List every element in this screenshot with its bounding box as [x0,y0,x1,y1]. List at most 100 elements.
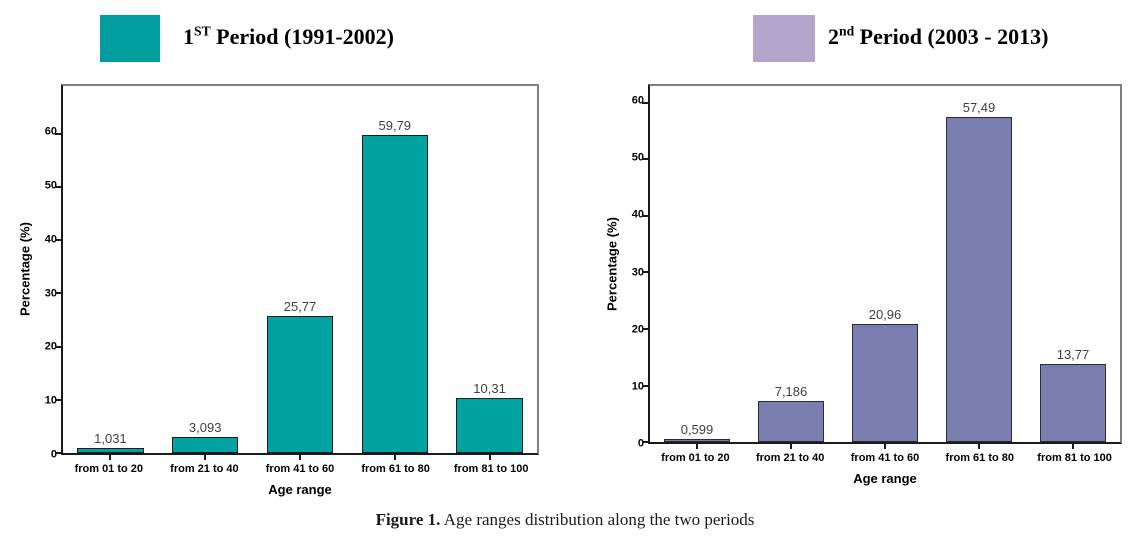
x-tick-label: from 01 to 20 [74,463,144,475]
bar-value-label: 1,031 [94,430,127,446]
bars-container: 0,599 7,186 20,96 57,49 13,77 [650,86,1120,449]
bar-from-01-to-20: 0,599 [664,422,730,442]
y-tick-mark [55,452,61,454]
legend-swatch-period2 [753,15,815,62]
y-tick-mark [55,239,61,242]
y-tick-mark [55,292,61,295]
y-tick-label: 60 [631,94,644,107]
y-tick-mark [642,384,648,387]
y-axis-tick-labels: 0 10 20 30 40 50 60 [35,84,61,460]
y-tick-label: 40 [631,208,644,221]
y-tick-mark [642,271,648,274]
figure-caption: Figure 1. Age ranges distribution along … [0,510,1130,530]
y-tick-mark [642,158,648,161]
legend2-text: 2nd Period (2003 - 2013) [828,23,1049,49]
y-tick-mark [642,101,648,104]
plot-area: 1,031 3,093 25,77 59,79 10,31 [55,84,539,460]
bar-from-81-to-100: 10,31 [456,381,523,453]
x-tick-mark [884,444,886,449]
legend-swatch-period1 [100,15,160,62]
bar-cell: 1,031 [63,86,158,460]
figure-caption-label: Figure 1. [375,510,441,529]
y-tick-label: 10 [631,380,644,393]
x-tick-label: from 01 to 20 [661,452,730,464]
legend-label-period1: 1ST Period (1991-2002) [183,13,394,60]
y-tick-label: 0 [50,448,57,461]
x-axis-tick-labels: from 01 to 20 from 21 to 40 from 41 to 60 f… [648,452,1122,464]
x-tick-label: from 41 to 60 [850,452,920,464]
y-tick-mark [55,132,61,135]
y-tick-label: 0 [637,437,644,450]
bar-value-label: 20,96 [868,306,902,322]
bars-container: 1,031 3,093 25,77 59,79 10,31 [63,86,537,460]
x-axis-title: Age range [268,482,332,497]
bar-cell: 10,31 [442,86,537,460]
bar-from-41-to-60: 20,96 [852,307,918,442]
y-tick-label: 50 [44,179,57,192]
x-tick-mark [488,455,491,460]
x-tick-label: from 81 to 100 [1037,452,1112,464]
bar-cell: 13,77 [1026,86,1120,449]
bar-from-61-to-80: 57,49 [946,100,1012,442]
y-tick-label: 20 [631,323,644,336]
bar-from-21-to-40: 3,093 [172,420,239,453]
bar-from-41-to-60: 25,77 [266,299,334,453]
bar-cell: 3,093 [158,86,253,460]
y-tick-mark [55,345,61,348]
bar-chart-period1: Percentage (%) 0 10 20 30 40 50 60 1,031 3,093 2… [15,84,539,497]
bar-from-01-to-20: 1,031 [77,431,144,453]
x-tick-mark [696,444,698,449]
x-tick-label: from 21 to 40 [755,452,825,464]
x-tick-label: from 81 to 100 [453,463,529,475]
bar-from-21-to-40: 7,186 [758,384,824,442]
x-tick-mark [790,444,792,449]
y-tick-label: 60 [44,125,57,138]
bar-chart-period2: Percentage (%) 0 10 20 30 40 50 60 0,599 7,186 2… [602,84,1122,486]
y-tick-mark [642,327,648,330]
bar-value-label: 3,093 [188,419,222,435]
bar-value-label: 10,31 [473,381,506,397]
y-axis-title: Percentage (%) [17,222,33,317]
x-tick-mark [978,444,980,449]
x-tick-label: from 41 to 60 [265,463,335,475]
bar-cell: 0,599 [650,86,744,449]
y-tick-mark [55,398,61,401]
x-tick-label: from 61 to 80 [361,463,430,475]
y-tick-mark [55,186,61,189]
x-axis-tick-labels: from 01 to 20 from 21 to 40 from 41 to 60 f… [61,463,539,475]
bar-value-label: 0,599 [680,421,714,437]
y-tick-label: 40 [44,233,57,246]
x-axis-title: Age range [853,471,917,486]
bar-cell: 59,79 [347,86,442,460]
bar-cell: 57,49 [932,86,1026,449]
legend-label-period2: 2nd Period (2003 - 2013) [828,13,1048,60]
x-tick-mark [298,455,301,460]
bar-value-label: 7,186 [774,384,808,400]
bar-value-label: 13,77 [1056,347,1090,363]
y-tick-mark [642,441,648,443]
plot-area: 0,599 7,186 20,96 57,49 13,77 [642,84,1122,449]
figure-caption-text: Age ranges distribution along the two pe… [440,510,755,529]
bar-value-label: 25,77 [283,298,317,314]
y-tick-label: 50 [631,151,644,164]
bar-value-label: 57,49 [962,100,996,116]
bar-from-61-to-80: 59,79 [361,118,428,453]
bar-cell: 7,186 [744,86,838,449]
bar-value-label: 59,79 [378,118,412,133]
y-tick-label: 20 [44,340,57,353]
x-tick-mark [1072,444,1074,449]
y-tick-label: 30 [44,287,57,300]
bar-cell: 25,77 [253,86,348,460]
y-axis-tick-labels: 0 10 20 30 40 50 60 [622,84,648,449]
x-tick-label: from 61 to 80 [945,452,1015,464]
y-tick-label: 30 [631,266,644,279]
y-tick-mark [642,214,648,217]
legend1-text: 1ST Period (1991-2002) [183,23,394,49]
y-tick-label: 10 [44,394,57,407]
bar-cell: 20,96 [838,86,932,449]
y-axis-title: Percentage (%) [604,217,620,311]
x-tick-label: from 21 to 40 [170,463,239,475]
bar-from-81-to-100: 13,77 [1040,347,1106,442]
x-tick-mark [393,455,396,460]
x-tick-mark [109,455,112,460]
